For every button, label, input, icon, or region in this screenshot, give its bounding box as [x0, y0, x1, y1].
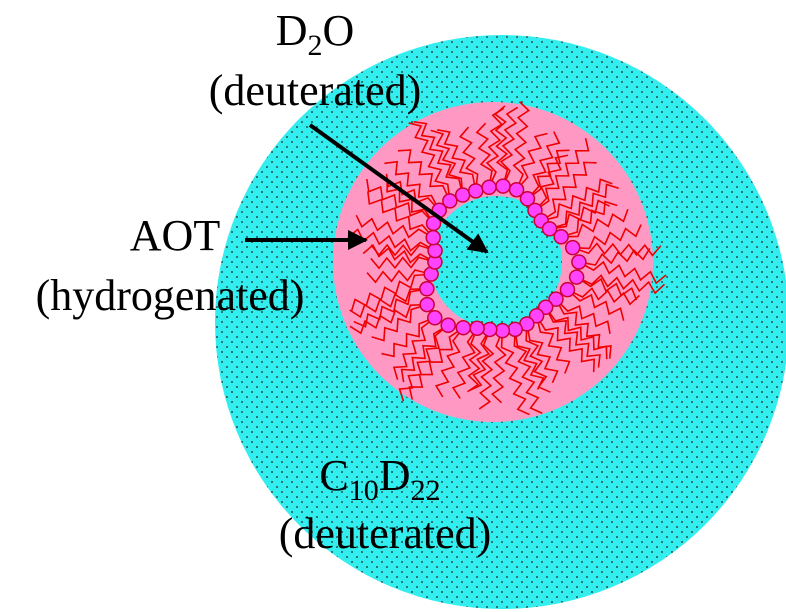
- head: [427, 310, 443, 326]
- tail: [485, 107, 505, 188]
- tail: [549, 199, 611, 230]
- tail: [381, 317, 436, 358]
- tail: [535, 315, 596, 373]
- tail: [535, 315, 571, 374]
- head: [454, 187, 471, 203]
- water-arrow: [308, 123, 489, 254]
- tail: [397, 149, 451, 202]
- tail: [366, 178, 435, 224]
- head: [548, 291, 564, 307]
- head: [440, 317, 456, 334]
- head: [564, 239, 581, 256]
- tail: [566, 289, 625, 321]
- tail: [567, 287, 640, 306]
- tail: [578, 260, 667, 285]
- tail: [534, 154, 569, 211]
- tail: [561, 209, 629, 238]
- tail: [540, 161, 597, 222]
- aot-note: (hydrogenated): [36, 271, 305, 320]
- tail: [386, 178, 435, 224]
- tail: [526, 131, 561, 200]
- tail: [500, 330, 530, 416]
- tail: [370, 243, 436, 257]
- tail: [545, 306, 608, 360]
- head: [553, 229, 569, 245]
- tail: [467, 327, 482, 393]
- tail: [572, 242, 662, 257]
- tail: [430, 129, 464, 196]
- head: [541, 221, 558, 237]
- head: [425, 215, 442, 232]
- head: [495, 178, 511, 194]
- tail: [572, 224, 642, 250]
- tail: [350, 273, 432, 312]
- head: [528, 308, 545, 324]
- head: [469, 320, 485, 337]
- tail: [555, 298, 611, 334]
- oil-symbol: C10D22: [319, 451, 440, 507]
- water-symbol: D2O: [276, 6, 355, 62]
- tail: [349, 287, 427, 319]
- tail: [478, 329, 495, 410]
- tail: [513, 329, 543, 414]
- head: [571, 254, 587, 270]
- head: [568, 269, 585, 285]
- tail: [544, 306, 601, 368]
- tail: [458, 126, 479, 191]
- head: [468, 183, 484, 199]
- head: [455, 319, 472, 336]
- tail: [549, 183, 619, 230]
- tail: [576, 276, 638, 301]
- tail: [392, 317, 436, 380]
- head: [419, 281, 435, 297]
- tail: [385, 173, 440, 211]
- tail: [560, 200, 618, 238]
- tail: [541, 178, 613, 222]
- head: [507, 321, 523, 338]
- tail: [370, 256, 436, 270]
- head: [419, 296, 435, 313]
- tail: [512, 101, 531, 191]
- tail: [367, 191, 434, 239]
- tail: [353, 287, 428, 328]
- tail: [576, 274, 666, 295]
- tail: [526, 323, 559, 384]
- tail: [534, 138, 590, 212]
- tail: [413, 121, 464, 196]
- tail: [499, 106, 519, 187]
- tail: [398, 324, 449, 402]
- head: [494, 322, 511, 339]
- head: [481, 321, 498, 338]
- tail: [437, 129, 477, 191]
- aot-name: AOT: [130, 211, 221, 260]
- water-note: (deuterated): [209, 66, 422, 115]
- oil-note: (deuterated): [279, 509, 492, 558]
- tail: [366, 269, 432, 284]
- head: [442, 193, 458, 209]
- tail: [349, 303, 428, 335]
- head: [427, 242, 443, 259]
- tail: [384, 160, 440, 211]
- tail: [475, 122, 493, 188]
- head: [481, 179, 497, 196]
- tail: [408, 122, 451, 201]
- head: [508, 182, 525, 198]
- tail: [515, 132, 548, 191]
- tail: [451, 327, 478, 399]
- head: [425, 229, 441, 246]
- tail: [493, 105, 509, 187]
- head: [519, 191, 536, 207]
- tail: [371, 303, 428, 342]
- water-core: [430, 196, 562, 328]
- tail: [355, 214, 434, 239]
- head: [559, 281, 576, 298]
- tail: [469, 329, 491, 392]
- tail: [514, 329, 545, 390]
- tail: [490, 330, 507, 404]
- tail: [400, 324, 449, 383]
- tail: [434, 327, 464, 398]
